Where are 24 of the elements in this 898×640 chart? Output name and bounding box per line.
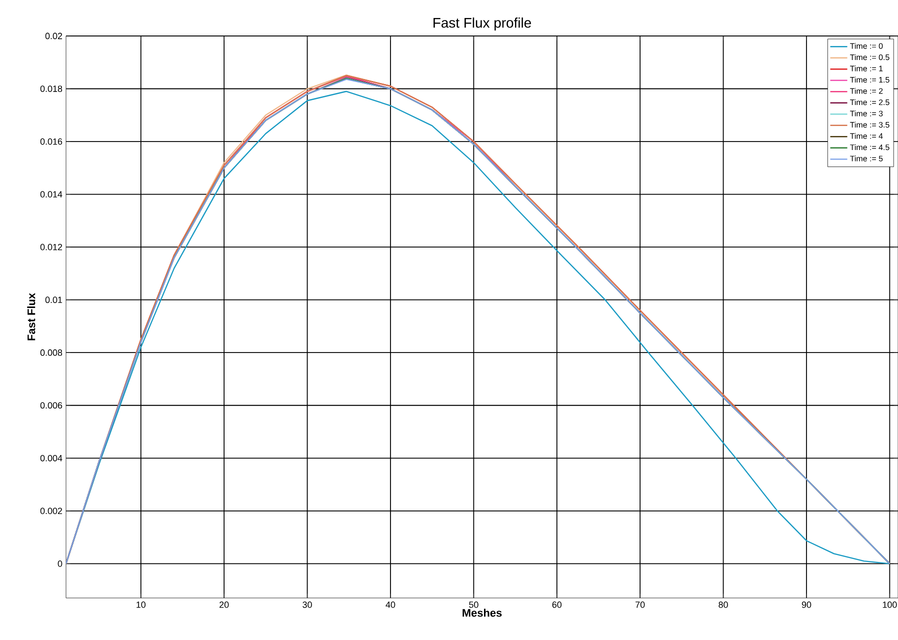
y-tick-label: 0.002 [40,508,62,514]
x-tick-label: 30 [302,602,312,608]
x-tick-label: 100 [882,602,897,608]
x-tick-label: 10 [136,602,146,608]
y-tick-label: 0.004 [40,454,62,462]
y-tick-label: 0.012 [40,244,62,250]
x-axis-title: Meshes [462,608,502,617]
y-tick-label: 0.006 [40,402,62,409]
y-tick-label: 0.02 [45,32,62,40]
y-tick-label: 0.014 [40,191,62,198]
y-tick-label: 0.01 [45,296,62,304]
x-tick-label: 70 [636,602,645,608]
x-tick-label: 90 [802,602,812,608]
y-tick-label: 0.016 [40,138,62,145]
x-tick-label: 50 [469,602,478,608]
x-tick-label: 40 [386,602,396,608]
chart-title: Fast Flux profile [434,17,531,30]
y-tick-label: 0.018 [40,86,62,92]
y-axis-title: Fast Flux [27,293,36,340]
x-tick-label: 80 [718,602,728,608]
y-tick-label: 0.008 [40,349,62,356]
x-tick-label: 20 [220,602,229,608]
x-tick-label: 60 [552,602,562,608]
y-tick-label: 0 [58,560,62,567]
